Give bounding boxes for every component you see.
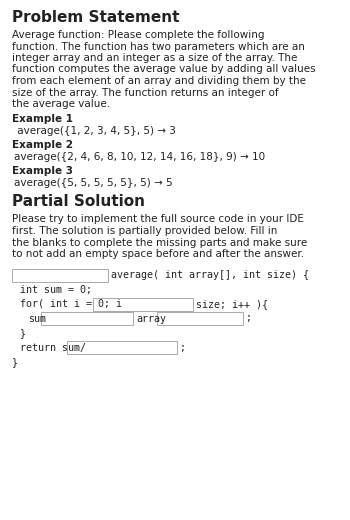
Text: array: array: [136, 314, 166, 323]
Text: the blanks to complete the missing parts and make sure: the blanks to complete the missing parts…: [12, 238, 307, 248]
Text: }: }: [20, 328, 26, 338]
Text: sum: sum: [28, 314, 46, 323]
Text: int sum = 0;: int sum = 0;: [20, 284, 92, 294]
FancyBboxPatch shape: [41, 312, 133, 325]
Text: Example 1: Example 1: [12, 114, 73, 124]
Text: average({1, 2, 3, 4, 5}, 5) → 3: average({1, 2, 3, 4, 5}, 5) → 3: [14, 126, 176, 136]
Text: Partial Solution: Partial Solution: [12, 194, 145, 210]
Text: return sum/: return sum/: [20, 343, 86, 353]
Text: Example 3: Example 3: [12, 166, 73, 176]
Text: average( int array[], int size) {: average( int array[], int size) {: [111, 270, 309, 280]
Text: for( int i = 0; i: for( int i = 0; i: [20, 299, 122, 309]
Text: function computes the average value by adding all values: function computes the average value by a…: [12, 64, 316, 74]
Text: size; i++ ){: size; i++ ){: [196, 299, 268, 309]
Text: ;: ;: [179, 343, 185, 353]
FancyBboxPatch shape: [67, 341, 177, 354]
Text: integer array and an integer as a size of the array. The: integer array and an integer as a size o…: [12, 53, 297, 63]
Text: average({5, 5, 5, 5, 5}, 5) → 5: average({5, 5, 5, 5, 5}, 5) → 5: [14, 178, 173, 188]
Text: Please try to implement the full source code in your IDE: Please try to implement the full source …: [12, 214, 304, 225]
Text: Example 2: Example 2: [12, 140, 73, 150]
Text: first. The solution is partially provided below. Fill in: first. The solution is partially provide…: [12, 226, 277, 236]
FancyBboxPatch shape: [93, 297, 193, 310]
Text: ;: ;: [245, 314, 251, 323]
Text: to not add an empty space before and after the answer.: to not add an empty space before and aft…: [12, 249, 304, 259]
FancyBboxPatch shape: [12, 268, 108, 281]
Text: from each element of an array and dividing them by the: from each element of an array and dividi…: [12, 76, 306, 86]
Text: size of the array. The function returns an integer of: size of the array. The function returns …: [12, 87, 279, 98]
FancyBboxPatch shape: [158, 312, 243, 325]
Text: Average function: Please complete the following: Average function: Please complete the fo…: [12, 30, 265, 40]
Text: average({2, 4, 6, 8, 10, 12, 14, 16, 18}, 9) → 10: average({2, 4, 6, 8, 10, 12, 14, 16, 18}…: [14, 152, 265, 162]
Text: Problem Statement: Problem Statement: [12, 10, 180, 25]
Text: function. The function has two parameters which are an: function. The function has two parameter…: [12, 42, 305, 51]
Text: }: }: [12, 357, 18, 367]
Text: the average value.: the average value.: [12, 99, 110, 109]
